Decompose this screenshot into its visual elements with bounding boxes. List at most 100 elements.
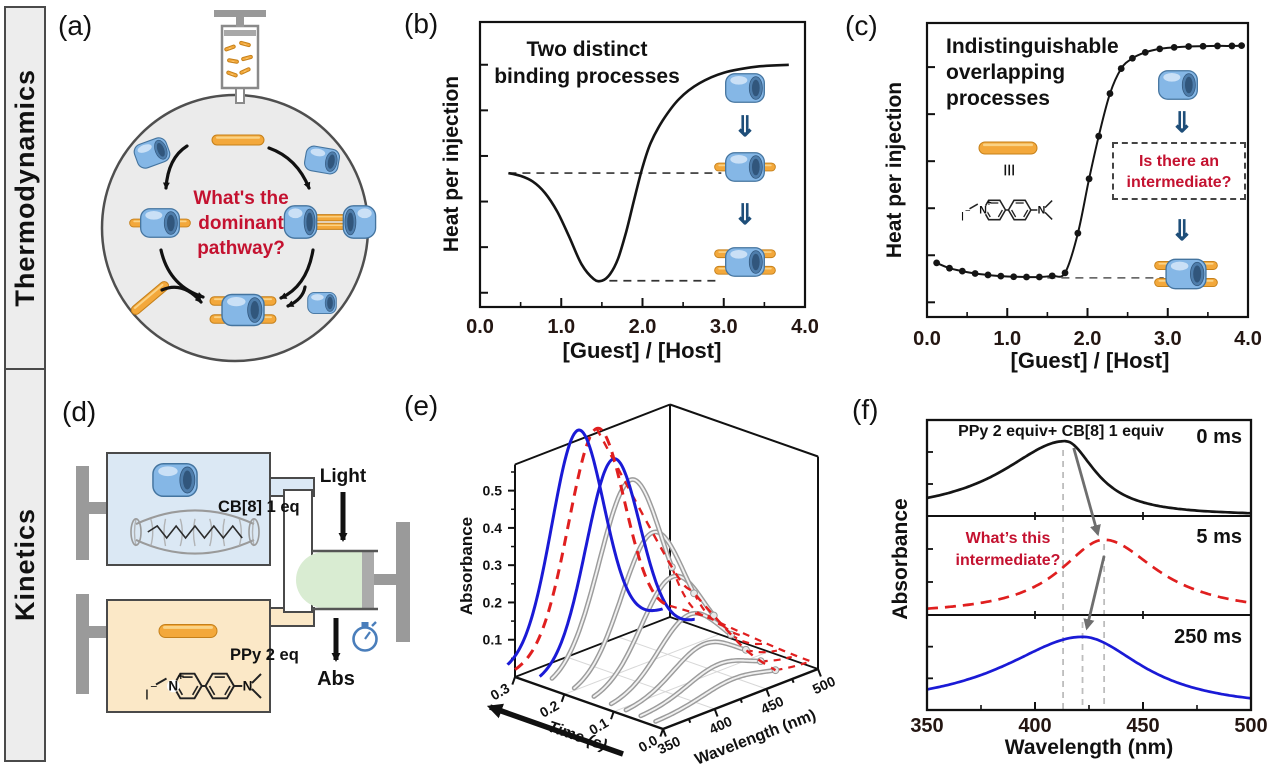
wavelength-tick-label: 450 xyxy=(758,693,786,717)
ppy-rod-cartoon xyxy=(158,624,218,638)
host-barrel-highlight xyxy=(145,211,163,220)
itc-data-point xyxy=(1061,269,1069,277)
host-barrel-highlight xyxy=(357,208,372,219)
itc-data-point xyxy=(971,270,979,277)
z-tick-label: 0.2 xyxy=(483,594,503,610)
ring-n-mask xyxy=(978,205,989,215)
pyridinium-n-label: N xyxy=(168,679,178,694)
cb8-glycoluril-wall xyxy=(251,518,255,547)
box-top-edge xyxy=(669,403,819,458)
host-barrel-cavity xyxy=(751,253,760,271)
host-barrel-highlight xyxy=(288,208,303,219)
itc-data-point xyxy=(1010,273,1018,281)
absorbance-spectrum-red xyxy=(926,538,1252,610)
n-methyl-bond xyxy=(969,203,979,210)
itc-data-point xyxy=(1023,273,1030,281)
host-guest-1to2 xyxy=(714,247,776,277)
panel-f-question-line2: intermediate? xyxy=(955,552,1061,569)
panel-d-light-label: Light xyxy=(319,466,367,487)
peak-shift-arrow xyxy=(1072,447,1101,537)
x-tick-label: 500 xyxy=(1234,715,1267,737)
wavelength-tick xyxy=(687,718,692,724)
guest-rod-highlight xyxy=(983,143,1033,147)
itc-data-point xyxy=(946,264,953,272)
spectrum-red-tail xyxy=(693,592,726,628)
cb8-structure xyxy=(130,509,260,555)
phenyl-ring xyxy=(204,672,236,700)
cb8-glycoluril-wall xyxy=(163,518,167,547)
itc-data-point xyxy=(1106,90,1114,97)
ring-double-bond xyxy=(191,685,199,696)
panel-a-label: (a) xyxy=(58,10,93,41)
host-barrel-highlight xyxy=(227,296,246,307)
panel-f-spectra-stack: 350 400 450 500 xyxy=(910,418,1268,737)
bottom-plunger-bar xyxy=(76,594,89,694)
host-barrel-cavity xyxy=(751,79,760,97)
itc-data-point xyxy=(1048,272,1056,280)
final-spectrum-blue xyxy=(538,457,695,678)
panel-b-itc-plot: 0.0 1.0 2.0 3.0 4.0 ⇓ ⇓ xyxy=(466,20,819,338)
syringe-stem xyxy=(236,17,244,27)
sidebar-thermodynamics-label: Thermodynamics xyxy=(9,69,40,307)
intermediate-spectrum-red xyxy=(514,426,671,671)
spectrum-tube-highlight xyxy=(551,478,673,680)
itc-data-point xyxy=(984,271,992,279)
x-tick-label: 2.0 xyxy=(629,316,657,338)
pyridinium-n-label: N xyxy=(979,205,987,217)
spectrum-red-tail xyxy=(730,633,763,646)
n-methyl-bond xyxy=(251,673,262,684)
itc-data-point xyxy=(1170,44,1178,51)
legend-guest-rod xyxy=(978,141,1038,155)
cb8-top-rim xyxy=(135,509,255,525)
time-tick-label: 0.3 xyxy=(487,680,512,704)
itc-data-point xyxy=(1214,42,1221,50)
ring-double-bond xyxy=(224,685,231,696)
panel-c-title-line3: processes xyxy=(946,87,1050,110)
panel-f-question-line1: What’s this xyxy=(965,530,1051,547)
guest-rod-highlight xyxy=(133,283,164,310)
double-down-arrow-icon: ⇓ xyxy=(1170,215,1193,246)
wavelength-tick xyxy=(739,698,743,704)
x-tick-label: 0.0 xyxy=(913,328,941,350)
wavelength-tick xyxy=(713,708,719,717)
iodide-charge-label: − xyxy=(965,206,971,217)
spectrum-red-tail xyxy=(760,655,792,663)
time-tick xyxy=(560,694,566,703)
host-barrel-highlight xyxy=(730,155,748,164)
host-guest-1to1 xyxy=(714,152,776,182)
pathway-arrow xyxy=(279,248,315,300)
syringe-icon xyxy=(214,10,266,104)
box-top-edge xyxy=(514,403,671,466)
host-guest-1to2 xyxy=(1154,258,1218,290)
wavelength-tick xyxy=(791,678,795,684)
red-envelope-right xyxy=(669,604,811,663)
itc-data-point xyxy=(1238,42,1245,50)
time-tick xyxy=(511,676,516,685)
sidebar-kinetics-label: Kinetics xyxy=(9,508,40,622)
pathway-arrow xyxy=(160,285,203,304)
ring-double-bond xyxy=(997,209,1003,218)
panel-c-title-line1: Indistinguishable xyxy=(946,35,1119,58)
x-tick-label: 350 xyxy=(910,715,943,737)
host-barrel-cavity xyxy=(1184,76,1193,94)
x-tick-label: 3.0 xyxy=(710,316,738,338)
wavelength-tick xyxy=(765,688,771,697)
sidebar-kinetics: Kinetics xyxy=(4,368,46,762)
panel-b-title-line2: binding processes xyxy=(494,65,680,88)
panel-b-title: Two distinct binding processes xyxy=(487,36,687,90)
itc-data-point xyxy=(1117,65,1125,72)
cb8-glycoluril-wall xyxy=(133,518,137,547)
panel-f-ylabel: Absorbance xyxy=(889,498,912,620)
guest-rod-highlight xyxy=(243,70,247,73)
ring-n-mask xyxy=(166,679,180,693)
n-methyl-bond xyxy=(1044,211,1053,220)
syringe-guest-dash xyxy=(227,58,239,64)
cb8-glycoluril-wall xyxy=(192,518,196,547)
host-barrel-cavity xyxy=(166,214,175,232)
free-host xyxy=(307,291,337,315)
top-plunger-bar xyxy=(76,466,89,560)
pyridinium-charge-label: + xyxy=(177,671,184,683)
final-spectrum-blue xyxy=(506,428,664,666)
stopwatch-crown xyxy=(371,621,377,627)
